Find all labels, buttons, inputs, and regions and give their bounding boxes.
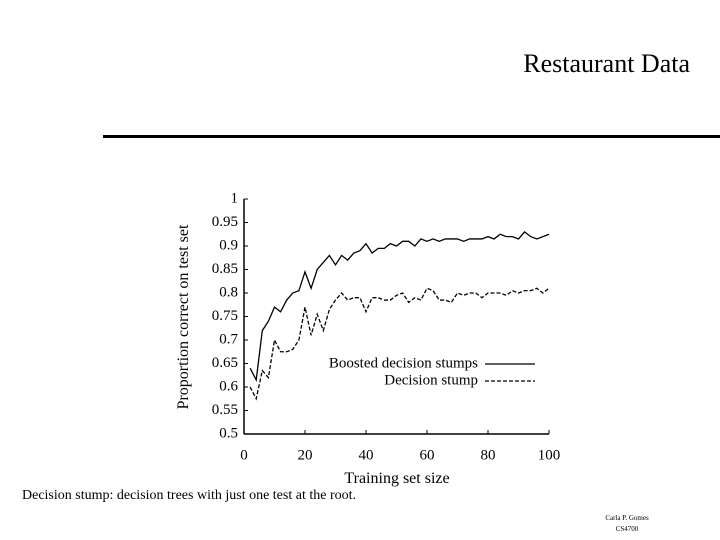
y-tick-label: 0.55 xyxy=(212,402,238,418)
title-rule xyxy=(103,135,720,138)
x-tick-label: 20 xyxy=(298,447,313,463)
y-tick-label: 0.6 xyxy=(219,378,238,394)
x-tick-label: 100 xyxy=(538,447,561,463)
slide-title: Restaurant Data xyxy=(523,49,690,78)
y-tick-label: 0.9 xyxy=(219,237,238,253)
footer-author: Carla P. Gomes xyxy=(605,514,649,522)
legend-label: Boosted decision stumps xyxy=(329,355,478,371)
y-tick-label: 0.65 xyxy=(212,355,238,371)
caption: Decision stump: decision trees with just… xyxy=(22,488,356,503)
y-tick-label: 0.5 xyxy=(219,425,238,441)
y-tick-label: 1 xyxy=(231,190,239,206)
y-tick-label: 0.95 xyxy=(212,214,238,230)
x-tick-label: 60 xyxy=(420,447,435,463)
legend-label: Decision stump xyxy=(384,372,478,388)
footer-course: CS4700 xyxy=(616,525,639,533)
x-axis-label: Training set size xyxy=(344,470,449,487)
x-tick-label: 80 xyxy=(481,447,496,463)
x-tick-label: 40 xyxy=(359,447,374,463)
y-tick-label: 0.7 xyxy=(219,331,238,347)
series-line xyxy=(249,231,550,383)
y-axis-label: Proportion correct on test set xyxy=(175,224,192,409)
y-tick-label: 0.75 xyxy=(212,308,238,324)
y-tick-label: 0.8 xyxy=(219,284,238,300)
x-tick-label: 0 xyxy=(240,447,248,463)
y-tick-label: 0.85 xyxy=(212,261,238,277)
series-line xyxy=(249,287,550,401)
